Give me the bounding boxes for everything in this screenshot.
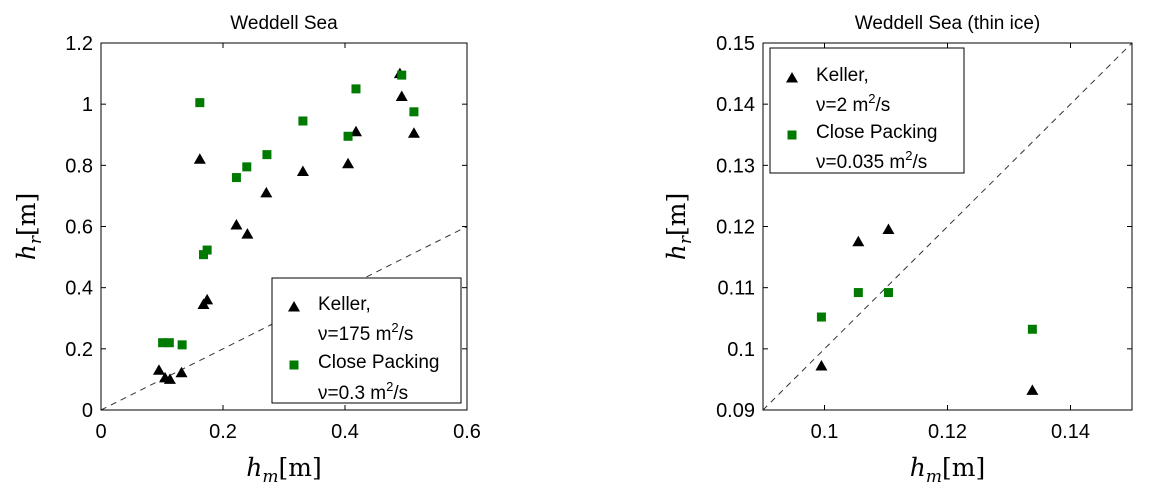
legend-label: Close Packing	[318, 352, 439, 373]
data-point-square	[351, 84, 361, 94]
legend: Keller, ν=2 m2/s Close Packing ν=0.035 m2/s	[769, 47, 965, 174]
data-point-square	[1027, 324, 1037, 334]
data-point-square	[195, 98, 205, 108]
x-tick-label: 0.2	[209, 421, 237, 443]
legend-box	[769, 47, 965, 174]
legend-marker-square	[787, 130, 797, 140]
legend-label: Keller,	[816, 65, 869, 86]
y-tick-label: 0.6	[65, 217, 93, 239]
legend-label-viscosity: ν=175 m2/s	[318, 320, 413, 345]
reference-line	[762, 42, 1133, 411]
data-point-square	[397, 70, 407, 80]
data-point-square	[343, 131, 353, 141]
data-point-triangle	[230, 218, 243, 230]
x-tick-label: 0.12	[928, 421, 967, 443]
x-tick-label: 0.14	[1051, 421, 1090, 443]
legend: Keller, ν=175 m2/s Close Packing ν=0.3 m2/s	[271, 277, 462, 404]
data-point-square	[242, 162, 252, 172]
data-point-triangle	[241, 228, 254, 239]
legend-marker-triangle	[786, 72, 798, 83]
data-point-square	[177, 340, 187, 350]
data-point-square	[231, 173, 241, 183]
y-tick-label: 0.12	[716, 217, 755, 239]
data-point-triangle	[349, 125, 362, 137]
legend-marker-triangle	[288, 301, 300, 312]
data-point-triangle	[342, 157, 355, 169]
y-tick-label: 1.2	[65, 33, 93, 55]
data-point-square	[816, 312, 826, 322]
data-point-square	[853, 288, 863, 298]
data-point-square	[164, 338, 174, 348]
data-point-triangle	[882, 223, 895, 235]
data-point-square	[409, 107, 419, 117]
plot-weddell-sea-thin-ice: 0.1 0.12 0.14 0.09 0.1 0.11 0.12 0.13 0.14 0.15 We…	[662, 13, 1133, 487]
y-tick-label: 0.8	[65, 155, 93, 177]
data-point-square	[158, 338, 168, 348]
y-tick-label: 0.15	[716, 33, 755, 55]
data-point-triangle	[163, 373, 176, 384]
data-point-triangle	[1026, 384, 1039, 395]
data-point-square	[262, 150, 272, 160]
y-tick-label: 0.11	[718, 278, 755, 300]
y-tick-label: 0.1	[727, 339, 755, 361]
chart-title: Weddell Sea (thin ice)	[855, 13, 1041, 34]
y-tick-label: 0.09	[716, 400, 755, 422]
x-tick-label: 0.4	[331, 421, 359, 443]
y-tick-label: 0	[82, 400, 93, 422]
legend-box	[271, 277, 462, 404]
data-point-triangle	[407, 127, 420, 138]
data-point-triangle	[260, 186, 273, 198]
data-point-square	[883, 288, 893, 298]
legend-label-viscosity: ν=2 m2/s	[816, 91, 890, 116]
data-point-triangle	[815, 359, 828, 371]
data-point-triangle	[296, 165, 309, 176]
x-tick-label: 0.6	[453, 421, 481, 443]
y-tick-label: 0.4	[65, 278, 93, 300]
y-axis-label: hr[m]	[662, 193, 696, 260]
y-tick-label: 0.14	[716, 94, 755, 116]
y-axis-label: hr[m]	[12, 193, 46, 260]
data-point-triangle	[395, 90, 408, 102]
x-tick-label: 0.1	[811, 421, 839, 443]
data-point-triangle	[852, 235, 865, 247]
data-point-triangle	[175, 366, 188, 378]
data-point-square	[298, 116, 308, 126]
y-tick-label: 0.13	[716, 155, 755, 177]
legend-label-viscosity: ν=0.3 m2/s	[318, 379, 408, 404]
y-tick-label: 0.2	[65, 339, 93, 361]
legend-label: Keller,	[318, 294, 371, 315]
data-point-square	[202, 245, 212, 255]
data-point-triangle	[193, 153, 206, 164]
legend-marker-square	[289, 360, 299, 370]
data-point-triangle	[152, 364, 165, 375]
data-point-triangle	[201, 293, 214, 305]
y-tick-label: 1	[82, 94, 93, 116]
plot-weddell-sea: 0 0.2 0.4 0.6 0 0.2 0.4 0.6 0.8 1 1.2 Weddell Sea hm…	[12, 13, 481, 487]
data-point-square	[198, 250, 208, 260]
legend-label-viscosity: ν=0.035 m2/s	[816, 148, 927, 173]
legend-label: Close Packing	[816, 122, 937, 143]
chart-title: Weddell Sea	[230, 13, 338, 34]
x-tick-label: 0	[95, 421, 106, 443]
x-axis-label: hm[m]	[246, 453, 321, 487]
x-axis-label: hm[m]	[910, 453, 985, 487]
